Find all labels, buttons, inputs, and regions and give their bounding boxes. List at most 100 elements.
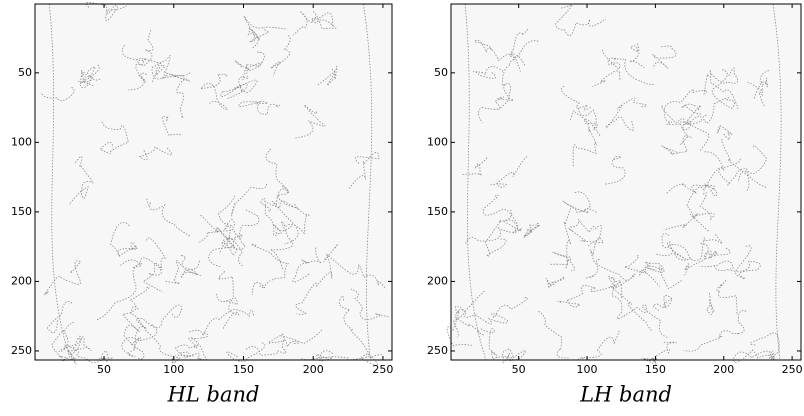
image-edge [40,87,75,102]
image-edge [595,258,653,331]
image-edge [121,324,158,358]
y-tick-label: 250 [427,344,448,357]
image-edge [216,293,240,330]
image-edge [164,260,200,284]
image-edge [238,51,265,93]
image-edge [561,85,593,111]
image-edge [590,275,623,299]
image-edge [268,333,300,344]
image-edge [264,185,299,210]
y-tick-label: 50 [18,66,32,79]
image-edge [339,295,384,359]
image-edge [686,151,725,232]
image-edge [68,156,94,206]
image-edge [162,115,182,137]
image-edge [568,228,604,279]
image-edge [546,276,565,288]
image-edge [652,45,677,69]
image-edge [299,350,334,361]
image-edge [151,55,185,80]
image-edge [494,348,526,364]
x-tick-label: 200 [303,363,324,376]
image-edge [464,3,487,361]
image-edge [350,288,391,320]
image-edge [293,104,326,139]
image-edge [58,321,82,353]
image-edge [661,135,692,155]
x-tick-label: 150 [233,363,254,376]
image-edge [663,192,715,231]
image-edge [749,332,780,360]
image-edge [226,209,260,267]
image-edge [217,227,244,240]
image-edge [480,328,497,360]
image-edge [85,2,127,21]
image-edge [295,243,339,315]
image-edge [134,304,183,349]
image-edge [679,105,702,145]
image-edge [716,124,733,140]
image-edge [208,238,237,268]
image-edge [64,335,92,365]
image-edge [199,73,229,110]
image-edge [146,198,192,237]
x-tick-label: 100 [163,363,184,376]
image-edge [738,145,768,183]
image-edge [666,183,718,197]
image-edge [51,330,76,362]
image-edge [121,44,165,84]
image-edge [624,255,684,289]
image-edge [478,84,514,124]
image-edge [557,285,597,308]
image-edge [484,209,512,257]
image-edge [464,297,528,325]
image-edge [311,11,337,30]
y-tick-label: 50 [434,66,448,79]
image-edge [772,3,782,361]
panel-caption: HL band [167,383,260,407]
panel-caption: LH band [579,383,672,407]
image-edge [523,223,541,239]
image-edge [604,156,626,185]
image-edge [238,100,281,115]
image-edge [270,34,291,77]
image-background [35,4,392,360]
image-texture [446,3,782,365]
image-edge [452,309,484,338]
image-edge [46,301,73,334]
image-edge [180,254,201,279]
image-edge [48,3,72,361]
axes-frame [34,3,393,361]
image-edge [498,40,539,110]
y-tick-label: 200 [427,274,448,287]
x-tick-label: 200 [713,363,734,376]
image-edge [753,70,769,100]
image-edge [293,10,313,36]
image-edge [733,349,775,364]
image-edge [681,103,701,115]
image-edge [319,353,379,366]
image-edge [179,337,208,361]
image-edge [316,65,338,87]
image-edge [197,195,236,244]
x-tick-label: 150 [645,363,666,376]
image-edge [728,245,761,280]
image-edge [503,219,522,234]
image-edge [652,341,677,364]
image-edge [570,219,602,248]
image-edge [652,294,673,312]
y-tick-label: 100 [11,135,32,148]
image-edge [446,290,485,347]
image-edge [661,233,691,261]
x-tick-label: 250 [782,363,803,376]
image-edge [169,72,191,119]
image-edge [122,286,150,360]
image-texture [40,2,391,366]
image-edge [245,329,322,356]
image-edge [702,69,736,125]
image-edge [99,121,129,154]
image-edge [509,28,529,72]
image-edge [96,262,142,321]
image-edge [709,67,739,111]
